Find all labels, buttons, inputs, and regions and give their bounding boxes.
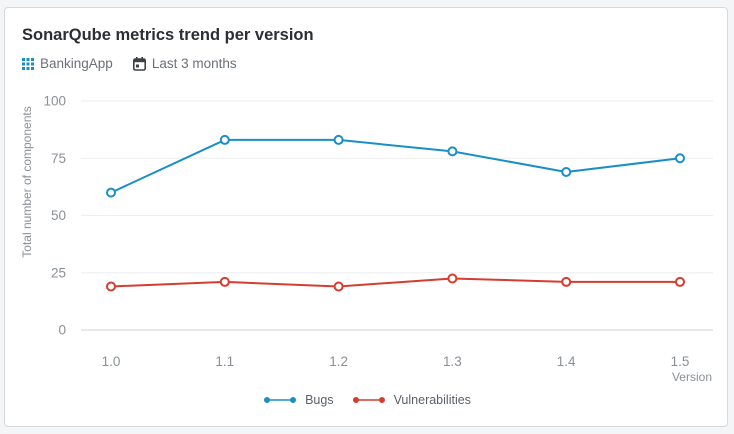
y-tick-label: 50 [51, 208, 66, 223]
data-point-vulnerabilities[interactable] [676, 278, 684, 286]
data-point-vulnerabilities[interactable] [562, 278, 570, 286]
x-tick-label: 1.2 [329, 354, 348, 369]
chart-card: SonarQube metrics trend per version Bank… [4, 7, 728, 427]
data-point-vulnerabilities[interactable] [107, 282, 115, 290]
data-point-bugs[interactable] [562, 168, 570, 176]
data-point-bugs[interactable] [107, 189, 115, 197]
legend-vulnerabilities-label: Vulnerabilities [394, 393, 471, 407]
x-axis-label: Version [672, 370, 712, 384]
data-point-vulnerabilities[interactable] [221, 278, 229, 286]
series-line-bugs [111, 140, 680, 193]
y-tick-label: 25 [51, 265, 66, 280]
data-point-bugs[interactable] [335, 136, 343, 144]
y-axis-ticks: 0 25 50 75 100 [43, 94, 66, 338]
legend-vulnerabilities[interactable]: Vulnerabilities [352, 393, 471, 407]
grid-lines [81, 101, 713, 330]
data-point-vulnerabilities[interactable] [335, 282, 343, 290]
legend-bugs-swatch [263, 395, 297, 405]
x-axis-ticks: 1.0 1.1 1.2 1.3 1.4 1.5 [102, 354, 690, 369]
y-tick-label: 0 [58, 323, 66, 338]
data-point-bugs[interactable] [676, 154, 684, 162]
y-axis-label: Total number of components [20, 106, 34, 257]
series-vulnerabilities [107, 274, 684, 290]
chart-legend: Bugs Vulnerabilities [5, 393, 729, 407]
line-chart: 0 25 50 75 100 1.0 1.1 1.2 1.3 1.4 1.5 Total numb… [5, 8, 729, 388]
x-tick-label: 1.5 [671, 354, 690, 369]
x-tick-label: 1.3 [443, 354, 462, 369]
series-line-vulnerabilities [111, 278, 680, 286]
legend-bugs[interactable]: Bugs [263, 393, 334, 407]
series-bugs [107, 136, 684, 197]
series [107, 136, 684, 291]
x-tick-label: 1.0 [102, 354, 121, 369]
data-point-vulnerabilities[interactable] [448, 274, 456, 282]
legend-bugs-label: Bugs [305, 393, 334, 407]
y-tick-label: 75 [51, 151, 66, 166]
y-tick-label: 100 [43, 94, 66, 109]
legend-vulnerabilities-swatch [352, 395, 386, 405]
data-point-bugs[interactable] [448, 147, 456, 155]
data-point-bugs[interactable] [221, 136, 229, 144]
x-tick-label: 1.4 [557, 354, 576, 369]
x-tick-label: 1.1 [215, 354, 234, 369]
